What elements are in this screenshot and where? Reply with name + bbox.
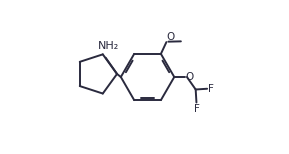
Text: NH₂: NH₂ [98, 41, 119, 51]
Text: O: O [185, 72, 194, 82]
Text: O: O [167, 32, 175, 42]
Text: F: F [208, 84, 214, 94]
Text: F: F [194, 104, 199, 114]
